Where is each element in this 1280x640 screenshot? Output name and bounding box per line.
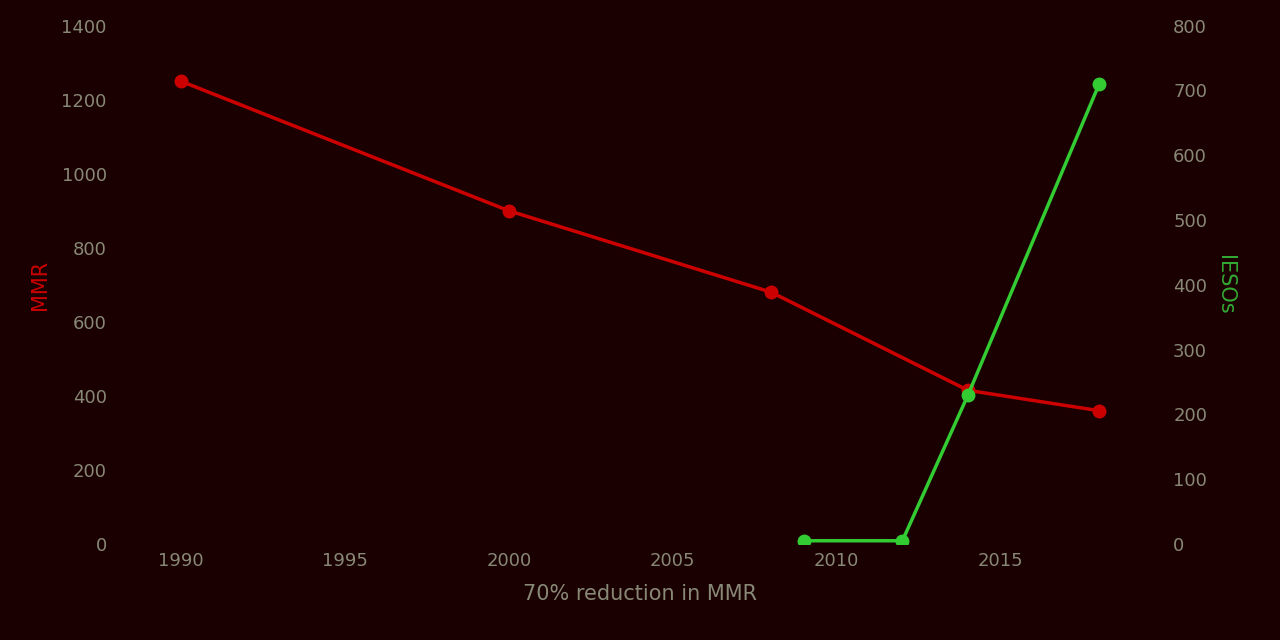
- Y-axis label: MMR: MMR: [31, 260, 50, 310]
- Y-axis label: IESOs: IESOs: [1215, 255, 1235, 315]
- X-axis label: 70% reduction in MMR: 70% reduction in MMR: [524, 584, 756, 604]
